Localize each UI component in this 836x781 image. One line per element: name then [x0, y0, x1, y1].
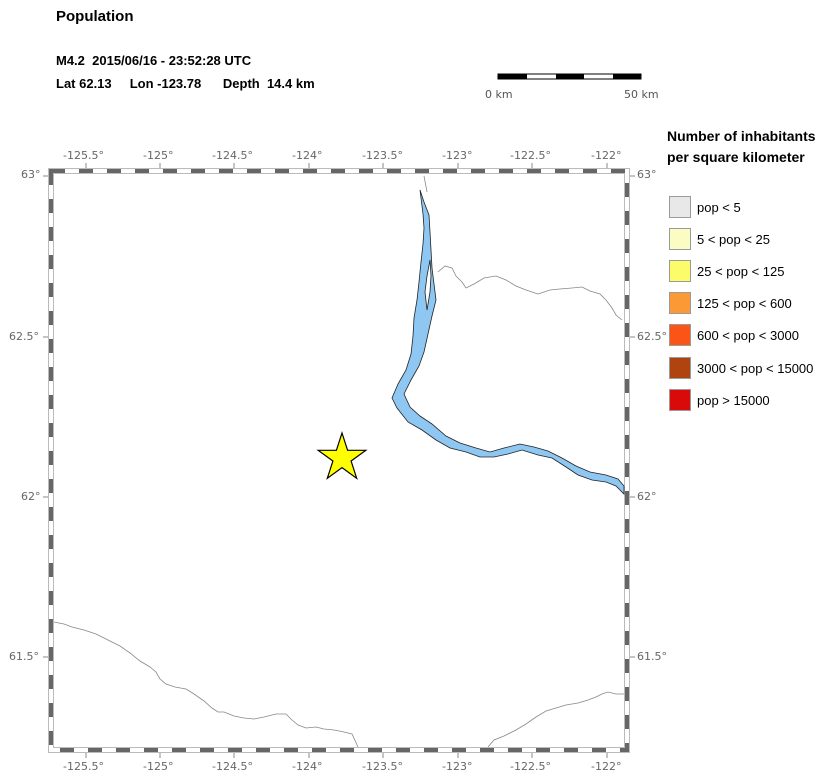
- lat-tick-label: 63°: [21, 168, 41, 181]
- lon-tick-label: -123.5°: [362, 149, 403, 162]
- legend-item: pop < 5: [669, 196, 836, 220]
- legend-item: pop > 15000: [669, 389, 836, 413]
- star-icon: [316, 431, 368, 480]
- legend-label: 125 < pop < 600: [697, 296, 792, 311]
- lon-tick-label: -124°: [292, 760, 323, 773]
- legend-label: 5 < pop < 25: [697, 232, 771, 247]
- legend-swatch: [669, 292, 691, 314]
- lat-tick-label: 62°: [21, 490, 41, 503]
- legend-swatch: [669, 196, 691, 218]
- legend-item: 600 < pop < 3000: [669, 324, 836, 348]
- lon-tick-label: -124°: [292, 149, 323, 162]
- lon-tick-label: -122°: [591, 149, 622, 162]
- lat-tick-label: 62.5°: [9, 330, 39, 343]
- lat-tick-label: 61.5°: [637, 650, 667, 663]
- legend-swatch: [669, 228, 691, 250]
- scale-bar: [497, 73, 642, 80]
- legend-swatch: [669, 357, 691, 379]
- event-location: Lat 62.13 Lon -123.78 Depth 14.4 km: [56, 76, 315, 91]
- legend-item: 3000 < pop < 15000: [669, 357, 836, 381]
- lon-tick-label: -125.5°: [63, 760, 104, 773]
- legend-label: 600 < pop < 3000: [697, 328, 799, 343]
- lon-tick-label: -124.5°: [212, 149, 253, 162]
- lat-tick-label: 61.5°: [9, 650, 39, 663]
- legend-label: pop < 5: [697, 200, 741, 215]
- lon-tick-label: -125.5°: [63, 149, 104, 162]
- legend-item: 125 < pop < 600: [669, 292, 836, 316]
- river: [391, 189, 625, 495]
- legend-swatch: [669, 324, 691, 346]
- lat-tick-label: 62°: [637, 490, 657, 503]
- legend-title-line: Number of inhabitants: [667, 128, 816, 144]
- map-title: Population: [56, 8, 134, 25]
- lon-tick-label: -122°: [591, 760, 622, 773]
- legend-swatch: [669, 389, 691, 411]
- lon-tick-label: -123°: [442, 149, 473, 162]
- event-info: M4.2 2015/06/16 - 23:52:28 UTC: [56, 53, 252, 68]
- legend-label: pop > 15000: [697, 393, 770, 408]
- lon-tick-label: -125°: [143, 149, 174, 162]
- legend-swatch: [669, 260, 691, 282]
- lon-tick-label: -123.5°: [362, 760, 403, 773]
- legend-title: Number of inhabitants per square kilomet…: [667, 126, 816, 168]
- legend-item: 5 < pop < 25: [669, 228, 836, 252]
- lat-tick-label: 62.5°: [637, 330, 667, 343]
- scale-start-label: 0 km: [485, 88, 513, 101]
- tick-marks: [43, 163, 635, 758]
- lon-tick-label: -125°: [143, 760, 174, 773]
- legend-label: 25 < pop < 125: [697, 264, 785, 279]
- lon-tick-label: -122.5°: [510, 760, 551, 773]
- scale-end-label: 50 km: [624, 88, 659, 101]
- legend-label: 3000 < pop < 15000: [697, 361, 814, 376]
- lon-tick-label: -124.5°: [212, 760, 253, 773]
- legend-title-line: per square kilometer: [667, 149, 805, 165]
- legend-item: 25 < pop < 125: [669, 260, 836, 284]
- lon-tick-label: -122.5°: [510, 149, 551, 162]
- lon-tick-label: -123°: [442, 760, 473, 773]
- lat-tick-label: 63°: [637, 168, 657, 181]
- boundary-lines: [53, 175, 624, 748]
